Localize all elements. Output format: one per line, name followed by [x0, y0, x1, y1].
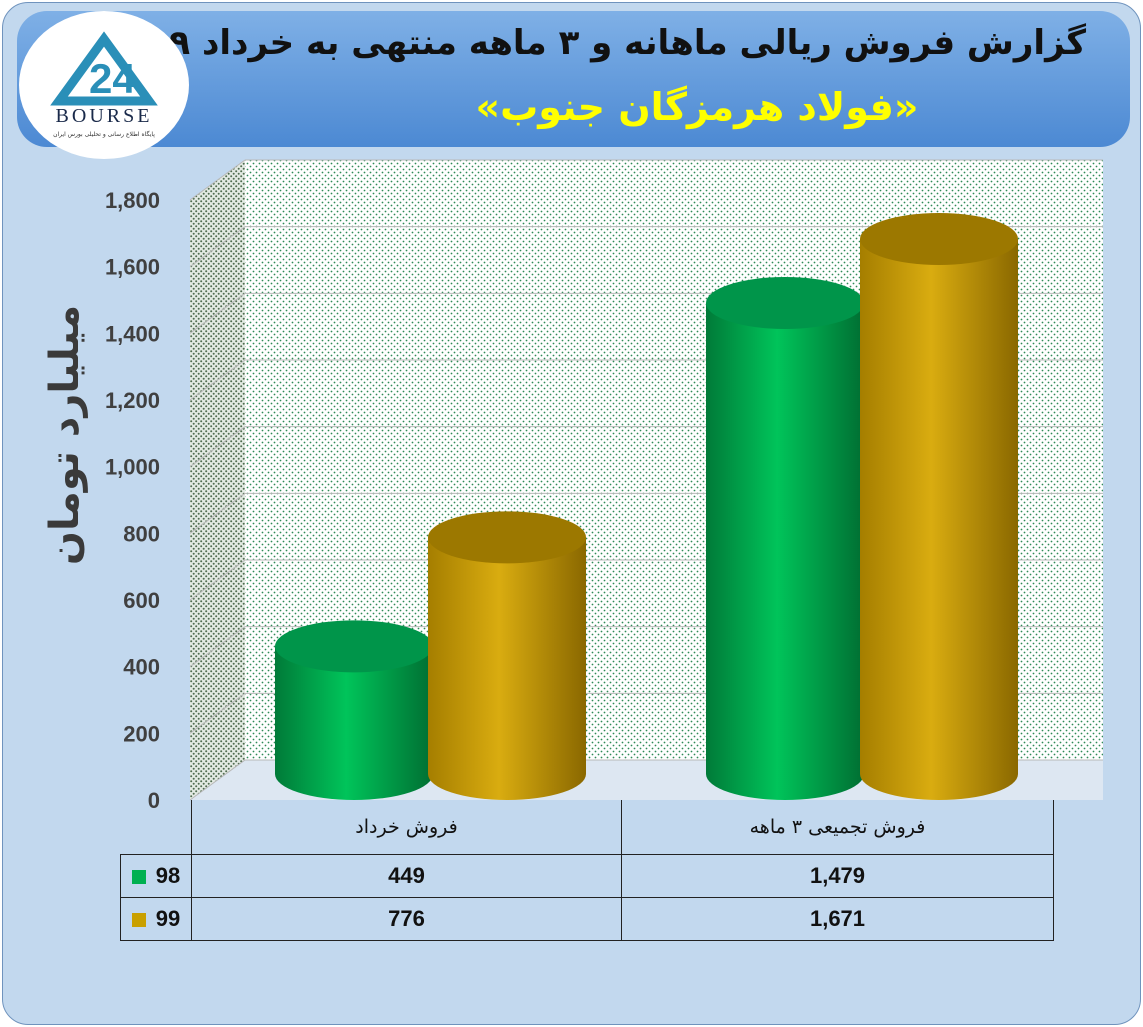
logo-text: BOURSE	[55, 105, 153, 127]
category-label: فروش خرداد	[191, 800, 622, 855]
table-row: 99 776 1,671	[120, 897, 1054, 941]
bar-99-2	[860, 213, 1018, 800]
table-cell: 1,479	[621, 854, 1054, 898]
gridline-side	[189, 292, 246, 334]
logo-mark-icon: 24	[50, 31, 158, 106]
y-tick-label: 400	[123, 655, 160, 680]
bar-98-1	[275, 620, 433, 800]
y-tick-label: 1,200	[105, 388, 160, 413]
gridline-side	[189, 759, 246, 801]
bar-body	[860, 239, 1018, 800]
legend-swatch-98	[131, 870, 146, 885]
bar-98-2	[706, 277, 864, 800]
y-tick-label: 800	[123, 521, 160, 546]
category-row: فروش خرداد فروش تجمیعی ۳ ماهه	[121, 800, 1054, 855]
gridline-side	[189, 426, 246, 468]
gridline-side	[189, 226, 246, 268]
y-tick-label: 1,800	[105, 188, 160, 213]
gridline-side	[189, 626, 246, 668]
bourse-logo: 24 BOURSE پایگاه اطلاع رسانی و تحلیلی بو…	[19, 11, 189, 159]
y-tick-label: 1,400	[105, 321, 160, 346]
data-table: فروش خرداد فروش تجمیعی ۳ ماهه 98 449 1,4…	[120, 800, 1054, 941]
legend-label: 98	[155, 863, 181, 888]
y-axis-label: میلیارد تومان	[42, 305, 88, 565]
legend-label: 99	[155, 906, 181, 931]
gridline-side	[189, 492, 246, 534]
bar-body	[275, 646, 433, 800]
side-wall	[190, 160, 245, 800]
y-tick-label: 600	[123, 588, 160, 613]
header-banner: گزارش فروش ریالی ماهانه و ۳ ماهه منتهی ب…	[17, 11, 1130, 147]
gridline-side	[189, 159, 246, 201]
bar-top	[275, 620, 433, 673]
legend-cell: 99	[120, 897, 192, 941]
y-tick-label: 0	[148, 788, 160, 813]
bar-top	[860, 213, 1018, 265]
bar-body	[706, 303, 864, 800]
gridline-side	[189, 359, 246, 401]
y-tick-label: 1,000	[105, 455, 160, 480]
y-tick-label: 200	[123, 721, 160, 746]
chart-subtitle: «فولاد هرمزگان جنوب»	[475, 85, 919, 129]
bar-99-1	[428, 511, 586, 800]
table-cell: 449	[191, 854, 622, 898]
table-cell: 1,671	[621, 897, 1054, 941]
bar-top	[428, 511, 586, 564]
bar-body	[428, 537, 586, 800]
chart-title: گزارش فروش ریالی ماهانه و ۳ ماهه منتهی ب…	[149, 23, 1086, 63]
bar-top	[706, 277, 864, 329]
gridline-side	[189, 559, 246, 601]
gridline-side	[189, 692, 246, 734]
legend-swatch-99	[131, 913, 146, 928]
table-cell: 776	[191, 897, 622, 941]
legend-cell: 98	[120, 854, 192, 898]
category-label: فروش تجمیعی ۳ ماهه	[621, 800, 1054, 855]
svg-text:24: 24	[89, 55, 136, 102]
logo-subtext: پایگاه اطلاع رسانی و تحلیلی بورس ایران	[53, 131, 155, 138]
table-row: 98 449 1,479	[120, 854, 1054, 898]
y-tick-label: 1,600	[105, 255, 160, 280]
